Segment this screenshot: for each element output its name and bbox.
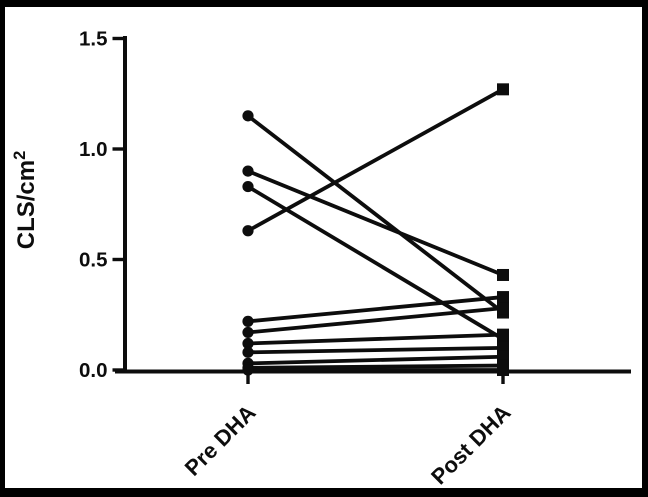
frame-left <box>0 0 5 497</box>
post-marker-pair-2 <box>497 268 509 281</box>
connector-line-pair-7 <box>247 332 504 346</box>
y-tick-label: 0.0 <box>79 359 108 382</box>
post-marker-pair-6 <box>497 302 509 315</box>
connector-line-pair-9 <box>247 354 504 366</box>
post-marker-pair-11 <box>497 364 509 376</box>
y-tick-label: 1.0 <box>79 138 108 161</box>
pre-marker-pair-6 <box>242 326 254 339</box>
frame-top <box>0 0 648 7</box>
pre-marker-pair-8 <box>242 346 254 358</box>
post-marker-pair-5 <box>497 291 509 304</box>
connector-line-pair-3 <box>246 114 505 315</box>
frame-bottom <box>0 488 648 497</box>
pre-marker-pair-1 <box>242 225 254 237</box>
frame-right <box>642 0 648 497</box>
connector-line-pair-1 <box>247 87 504 233</box>
pre-marker-pair-2 <box>242 165 254 177</box>
post-marker-pair-1 <box>497 83 509 96</box>
pre-marker-pair-3 <box>242 110 254 122</box>
y-tick-label: 0.5 <box>79 249 108 272</box>
category-label-post-dha: Post DHA <box>426 400 515 489</box>
pre-marker-pair-11 <box>242 364 254 376</box>
pre-marker-pair-4 <box>242 180 254 193</box>
connector-line-pair-2 <box>247 169 504 277</box>
category-label-pre-dha: Pre DHA <box>180 400 261 481</box>
post-marker-pair-7 <box>497 328 509 341</box>
y-tick-label: 1.5 <box>79 28 108 51</box>
connector-line-pair-10 <box>247 363 504 370</box>
y-axis-title: CLS/cm2 <box>11 151 40 250</box>
pre-marker-pair-5 <box>242 315 254 327</box>
connector-line-pair-6 <box>247 306 504 335</box>
connector-line-pair-8 <box>247 346 504 355</box>
connector-line-pair-5 <box>247 295 504 324</box>
pre-marker-pair-7 <box>242 337 254 350</box>
